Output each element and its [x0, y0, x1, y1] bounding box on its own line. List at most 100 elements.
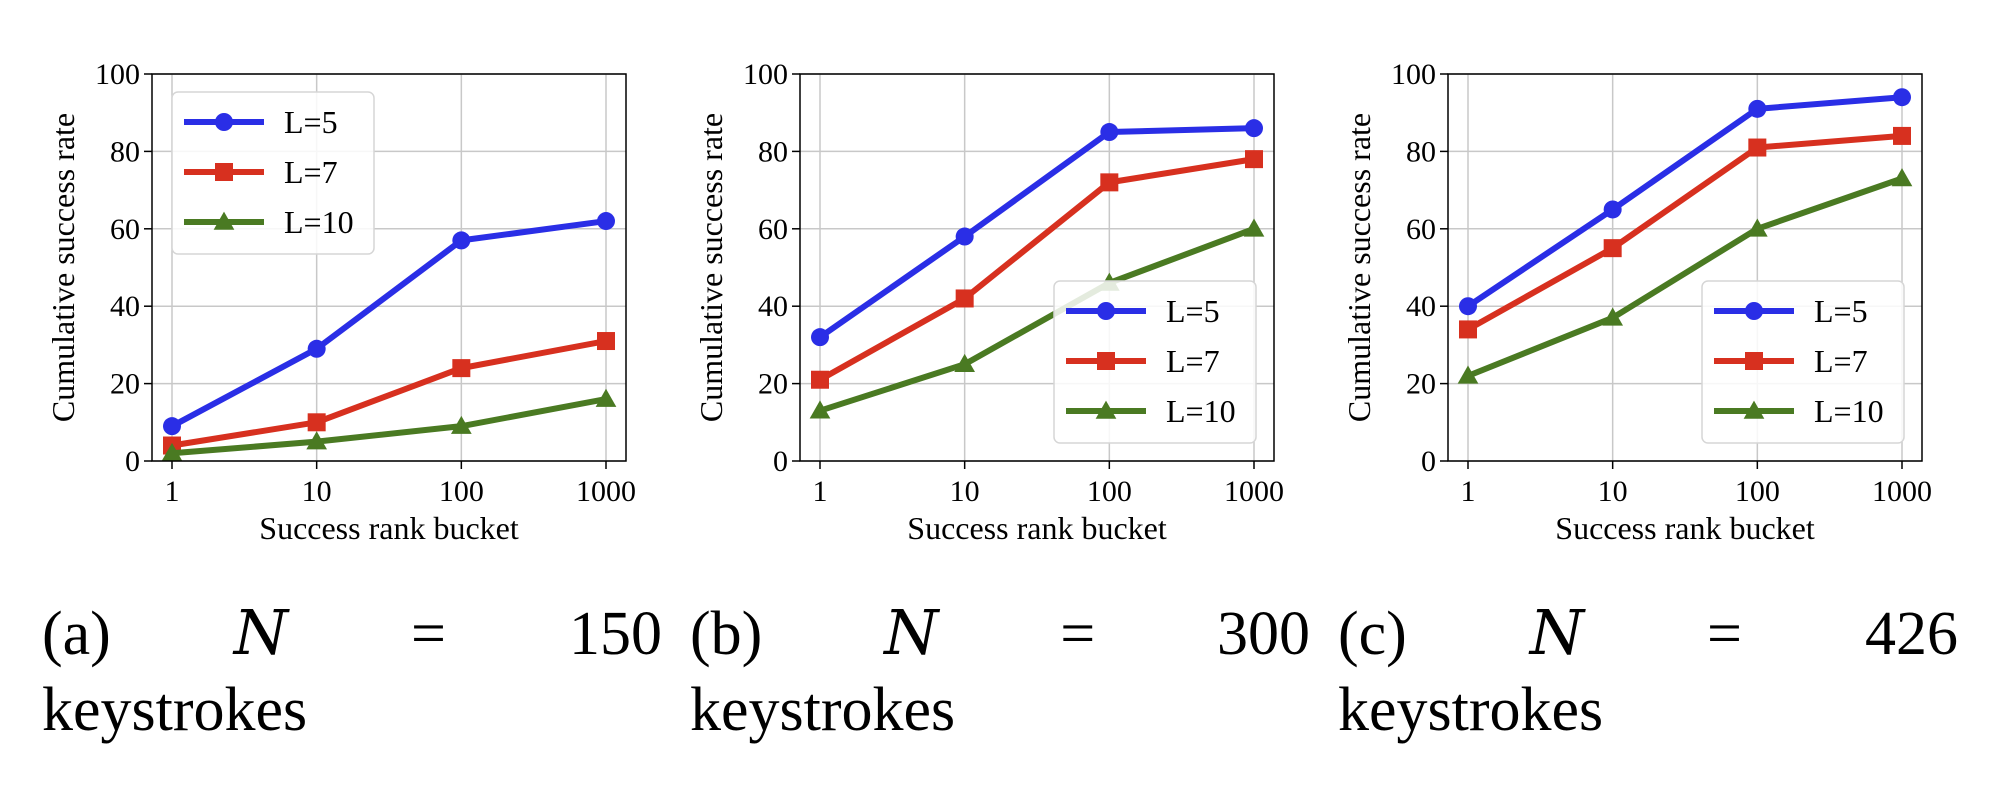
series-line	[1466, 94, 1903, 309]
x-axis-label: Success rank bucket	[907, 510, 1167, 546]
legend-label: L=10	[1814, 393, 1884, 429]
caption-unit: keystrokes	[1338, 676, 1604, 744]
data-point	[954, 353, 976, 373]
x-axis-label: Success rank bucket	[1555, 510, 1815, 546]
legend-marker	[1097, 302, 1115, 320]
caption-line: (b) N = 300	[690, 595, 1310, 672]
y-tick-label: 60	[110, 213, 140, 246]
legend-label: L=5	[1166, 293, 1220, 329]
legend: L=5 L=7 L=10	[1701, 280, 1905, 444]
y-tick-label: 80	[1406, 135, 1436, 168]
chart-panel-2: 0 20 40 60 80 100 1 10 100 1000 Success rank bucke…	[648, 0, 1298, 560]
data-point	[161, 442, 183, 462]
data-point	[450, 415, 472, 434]
legend-marker	[215, 163, 233, 181]
legend-box	[1053, 280, 1257, 444]
caption-label: (a)	[42, 600, 111, 668]
caption-unit: keystrokes	[690, 676, 956, 744]
legend-label: L=7	[1166, 343, 1220, 379]
caption-value: 300	[1217, 600, 1310, 668]
caption-unit: keystrokes	[42, 676, 308, 744]
y-tick-label: 0	[1421, 445, 1436, 478]
caption-equals: =	[411, 600, 446, 668]
caption-value: 426	[1864, 600, 1958, 668]
x-axis-label: Success rank bucket	[259, 510, 519, 546]
legend: L=5 L=7 L=10	[171, 91, 375, 255]
x-tick-label: 1000	[1224, 475, 1284, 508]
x-tick-label: 1	[165, 475, 180, 508]
series-L=7	[811, 150, 1263, 389]
data-point	[1602, 307, 1624, 326]
x-tick-label: 100	[439, 475, 484, 508]
series-L=5	[1459, 88, 1911, 316]
series-L=7	[1459, 126, 1911, 339]
chart-panel-1: 0 20 40 60 80 100 1 10 100 1000 Success rank bucke…	[0, 0, 650, 560]
data-point	[1457, 365, 1479, 384]
series-line	[1466, 132, 1903, 333]
y-tick-label: 100	[1391, 58, 1436, 91]
data-point	[1243, 218, 1265, 237]
x-tick-label: 1000	[576, 475, 636, 508]
legend-marker	[1095, 400, 1117, 419]
data-point	[811, 328, 829, 347]
y-tick-label: 0	[125, 445, 140, 478]
series-line	[818, 125, 1255, 340]
legend-marker	[213, 211, 235, 230]
series-line	[171, 396, 607, 457]
data-point	[306, 431, 328, 450]
plot-frame	[151, 73, 627, 462]
subfigure-caption: (c) N = 426 keystrokes	[1338, 595, 1958, 748]
data-point	[452, 231, 471, 250]
legend-box	[1701, 280, 1905, 444]
y-axis-label: Cumulative success rate	[45, 113, 81, 422]
x-tick-label: 10	[302, 475, 332, 508]
legend-label: L=5	[284, 104, 338, 140]
y-tick-label: 40	[758, 290, 788, 323]
x-tick-label: 100	[1735, 475, 1780, 508]
data-point	[1893, 126, 1911, 145]
y-tick-label: 20	[1406, 368, 1436, 401]
y-tick-label: 20	[110, 368, 140, 401]
plot-frame	[799, 73, 1275, 462]
legend-marker	[215, 113, 233, 131]
data-point	[955, 227, 974, 246]
series-L=5	[811, 119, 1263, 347]
data-point	[1100, 173, 1119, 192]
caption-equals: =	[1060, 600, 1096, 668]
data-point	[809, 400, 831, 419]
subfigure-caption: (b) N = 300 keystrokes	[690, 595, 1310, 748]
caption-equals: =	[1707, 600, 1742, 668]
data-point	[1603, 200, 1622, 219]
data-point	[1891, 168, 1913, 187]
caption-line: (a) N = 150	[42, 595, 662, 672]
data-point	[1893, 88, 1911, 107]
caption-label: (c)	[1338, 600, 1407, 668]
data-point	[1459, 320, 1477, 339]
legend-label: L=10	[1166, 393, 1236, 429]
chart-svg-2: 0 20 40 60 80 100 1 10 100 1000 Success rank bucke…	[693, 58, 1284, 546]
data-point	[811, 370, 829, 389]
series-line	[818, 156, 1255, 383]
series-L=10	[1457, 168, 1913, 384]
data-point	[1245, 150, 1263, 169]
y-tick-label: 100	[95, 58, 140, 91]
data-point	[1100, 123, 1119, 142]
data-point	[307, 413, 326, 432]
caption-value: 150	[568, 600, 662, 668]
y-tick-label: 20	[758, 368, 788, 401]
y-tick-label: 0	[773, 445, 788, 478]
data-point	[1245, 119, 1263, 138]
series-line	[170, 218, 607, 429]
chart-panel-3: 0 20 40 60 80 100 1 10 100 1000 Success rank bucke…	[1296, 0, 1946, 560]
legend-marker	[1743, 400, 1765, 419]
data-point	[1748, 138, 1767, 157]
x-tick-label: 100	[1087, 475, 1132, 508]
y-tick-label: 80	[110, 135, 140, 168]
legend-label: L=7	[284, 154, 338, 190]
legend-box	[171, 91, 375, 255]
y-tick-label: 60	[1406, 213, 1436, 246]
legend-label: L=10	[284, 204, 354, 240]
data-point	[307, 339, 326, 358]
data-point	[1603, 239, 1622, 258]
x-tick-label: 1000	[1872, 475, 1932, 508]
